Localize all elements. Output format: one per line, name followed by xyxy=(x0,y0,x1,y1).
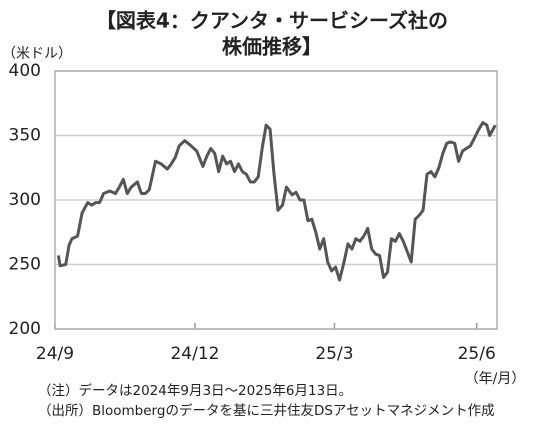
plot-frame xyxy=(54,70,498,330)
chart-title: 【図表4：クアンタ・サービシーズ社の xyxy=(96,9,448,33)
y-axis-label: （米ドル） xyxy=(2,46,72,62)
y-tick-label: 350 xyxy=(9,126,41,146)
y-tick-label: 250 xyxy=(9,255,41,275)
y-tick-label: 300 xyxy=(9,190,41,210)
x-tick-label: 24/12 xyxy=(170,344,219,364)
price-line xyxy=(56,121,497,282)
x-tick-label: 24/9 xyxy=(36,344,74,364)
note: （出所）Bloombergのデータを基に三井住友DSアセットマネジメント作成 xyxy=(38,402,495,419)
y-tick-label: 400 xyxy=(9,61,41,81)
y-tick-label: 200 xyxy=(9,319,41,339)
chart-title: 株価推移】 xyxy=(222,35,322,59)
x-tick-label: 25/6 xyxy=(458,344,496,364)
x-tick-label: 25/3 xyxy=(315,344,353,364)
x-axis-label: （年/月） xyxy=(465,371,526,387)
note: （注）データは2024年9月3日～2025年6月13日。 xyxy=(38,382,352,399)
